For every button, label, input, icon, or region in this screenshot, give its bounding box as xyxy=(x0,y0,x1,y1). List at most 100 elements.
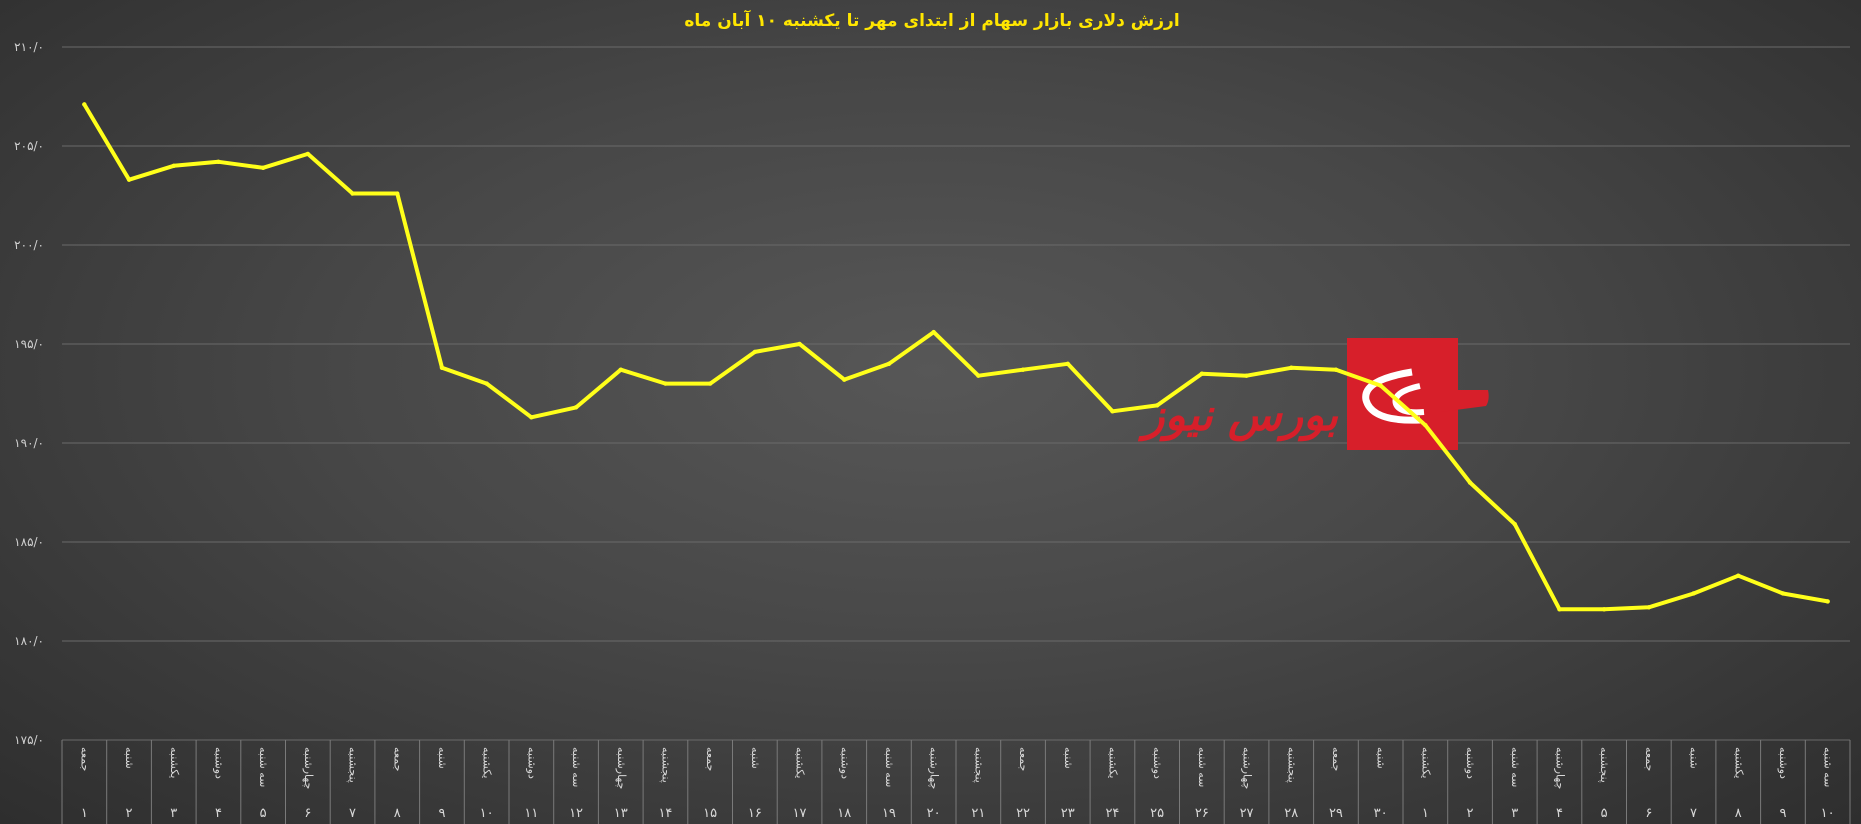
x-tick-day-label: دوشنبه xyxy=(1777,747,1790,779)
data-point xyxy=(1736,573,1741,578)
x-tick-date-label: ۲۲ xyxy=(1016,806,1030,821)
data-point xyxy=(395,191,400,196)
x-tick-day-label: شنبه xyxy=(1375,747,1388,769)
x-tick-day-label: سه شنبه xyxy=(1822,747,1835,787)
data-point xyxy=(350,191,355,196)
x-tick-day-label: چهارشنبه xyxy=(928,747,941,789)
x-tick-day-label: چهارشنبه xyxy=(1553,747,1566,789)
x-tick-date-label: ۲۵ xyxy=(1150,806,1164,821)
x-tick-day-label: چهارشنبه xyxy=(1241,747,1254,789)
x-tick-day-label: یکشنبه xyxy=(481,747,494,779)
x-tick-day-label: جمعه xyxy=(78,747,91,771)
data-point xyxy=(484,381,489,386)
x-tick-date-label: ۶ xyxy=(1645,806,1652,821)
y-tick-label: ۱۸۰/۰ xyxy=(14,634,44,648)
x-tick-date-label: ۲ xyxy=(126,806,133,821)
x-tick-day-label: جمعه xyxy=(704,747,717,771)
data-point xyxy=(573,405,579,410)
x-tick-date-label: ۹ xyxy=(1779,806,1786,821)
x-tick-date-label: ۴ xyxy=(215,806,222,821)
x-tick-date-label: ۲ xyxy=(1467,806,1474,821)
x-tick-date-label: ۵ xyxy=(260,806,267,821)
data-point xyxy=(1154,403,1160,408)
data-point xyxy=(886,361,892,366)
x-tick-date-label: ۲۶ xyxy=(1195,806,1209,821)
bourse-news-logo: بورس نیوز xyxy=(1137,338,1489,450)
data-point xyxy=(1825,599,1830,604)
x-tick-day-label: شنبه xyxy=(436,747,449,769)
data-point xyxy=(752,349,758,355)
x-tick-day-label: پنجشنبه xyxy=(1598,747,1611,783)
data-point xyxy=(842,377,847,382)
data-point xyxy=(439,365,445,370)
x-tick-date-label: ۱۱ xyxy=(524,806,538,821)
chart-title: ارزش دلاری بازار سهام از ابتدای مهر تا ی… xyxy=(684,9,1179,31)
x-tick-day-label: جمعه xyxy=(1017,747,1030,771)
x-tick-day-label: یکشنبه xyxy=(1106,747,1119,779)
x-tick-day-label: چهارشنبه xyxy=(302,747,315,789)
data-point xyxy=(1646,605,1652,610)
x-tick-day-label: جمعه xyxy=(1330,747,1343,771)
logo-arc-outer xyxy=(1362,368,1421,424)
x-tick-date-label: ۴ xyxy=(1556,806,1563,821)
data-point xyxy=(1512,521,1517,527)
x-tick-day-label: دوشنبه xyxy=(1464,747,1477,779)
x-tick-day-label: یکشنبه xyxy=(168,747,181,779)
x-tick-date-label: ۷ xyxy=(1690,806,1697,821)
gridlines xyxy=(62,46,1850,741)
data-point xyxy=(1601,607,1607,612)
x-tick-date-label: ۱۴ xyxy=(658,806,672,821)
data-point xyxy=(931,329,936,335)
x-tick-date-label: ۱۶ xyxy=(748,806,762,821)
data-point xyxy=(663,381,668,386)
data-point xyxy=(1691,591,1696,596)
data-point xyxy=(618,367,623,372)
x-tick-day-label: سه شنبه xyxy=(1509,747,1522,787)
x-tick-day-label: شنبه xyxy=(123,747,136,769)
x-tick-date-label: ۲۰ xyxy=(927,806,941,821)
data-point xyxy=(1289,365,1294,370)
x-tick-day-label: پنجشنبه xyxy=(659,747,672,783)
x-tick-date-label: ۱۹ xyxy=(882,806,896,821)
y-tick-label: ۱۹۵/۰ xyxy=(14,337,44,351)
x-tick-date-label: ۱۷ xyxy=(793,806,807,821)
data-point xyxy=(976,373,981,378)
x-tick-day-label: پنجشنبه xyxy=(347,747,360,783)
data-point xyxy=(305,151,311,157)
axes: ۱۷۵/۰ ۱۸۰/۰ ۱۸۵/۰ ۱۹۰/۰ ۱۹۵/۰ ۲۰۰/۰ ۲۰۵/۰ ۲۱۰/۰… xyxy=(14,40,1851,824)
data-point xyxy=(1333,367,1339,372)
y-tick-label: ۱۷۵/۰ xyxy=(14,733,44,747)
x-tick-day-label: شنبه xyxy=(1688,747,1701,769)
x-tick-date-label: ۵ xyxy=(1601,806,1608,821)
x-tick-date-label: ۳۰ xyxy=(1374,806,1388,821)
y-tick-label: ۱۹۰/۰ xyxy=(14,436,44,450)
x-tick-day-label: یکشنبه xyxy=(1732,747,1745,779)
data-point xyxy=(707,381,713,386)
x-tick-day-label: یکشنبه xyxy=(794,747,807,779)
x-tick-day-label: پنجشنبه xyxy=(1285,747,1298,783)
x-tick-date-label: ۲۹ xyxy=(1329,806,1343,821)
x-tick-date-label: ۱ xyxy=(81,806,88,821)
y-tick-label: ۲۱۰/۰ xyxy=(14,40,44,54)
data-point xyxy=(1199,371,1205,376)
x-tick-date-label: ۲۴ xyxy=(1105,806,1119,821)
logo-wing xyxy=(1440,390,1489,412)
x-tick-day-label: دوشنبه xyxy=(838,747,851,779)
x-tick-day-label: یکشنبه xyxy=(1419,747,1432,779)
x-tick-day-label: جمعه xyxy=(1643,747,1656,771)
x-tick-date-label: ۱۸ xyxy=(837,806,851,821)
data-point xyxy=(1467,480,1473,485)
x-tick-day-label: دوشنبه xyxy=(1151,747,1164,779)
data-point xyxy=(216,159,221,165)
data-point xyxy=(126,177,132,182)
x-tick-day-label: چهارشنبه xyxy=(615,747,628,789)
x-tick-day-label: سه شنبه xyxy=(257,747,270,787)
series-line xyxy=(82,102,1830,612)
data-point xyxy=(1423,422,1428,428)
y-tick-label: ۲۰۵/۰ xyxy=(14,139,44,153)
x-tick-date-label: ۲۷ xyxy=(1240,806,1254,821)
x-tick-date-label: ۳ xyxy=(1511,806,1518,821)
x-tick-date-label: ۲۱ xyxy=(971,806,985,821)
